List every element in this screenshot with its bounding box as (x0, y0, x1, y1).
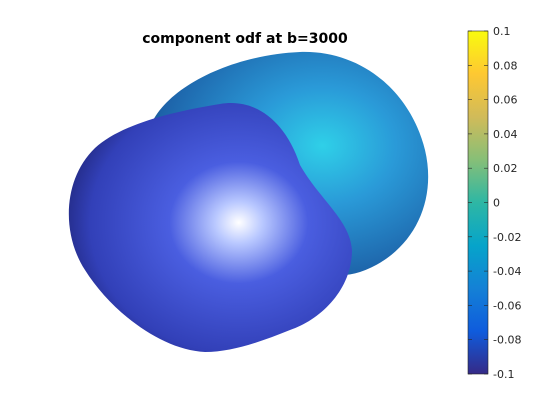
colorbar-tick-label: -0.1 (493, 368, 514, 381)
colorbar-tick-label: -0.02 (493, 231, 521, 244)
colorbar-tick-label: 0.08 (493, 59, 518, 72)
colorbar-tick-label: 0.1 (493, 25, 511, 38)
colorbar-tick-label: -0.04 (493, 265, 521, 278)
colorbar-ticks: 0.1 0.08 0.06 0.04 0.02 0 -0.02 -0.04 -0.06 -0.08… (468, 25, 521, 381)
colorbar-tick-label: 0 (493, 197, 500, 210)
colorbar-tick-label: -0.08 (493, 334, 521, 347)
colorbar-tick-label: 0.06 (493, 94, 518, 107)
colorbar-tick-label: -0.06 (493, 299, 521, 312)
colorbar-tick-label: 0.04 (493, 128, 518, 141)
chart-title: component odf at b=3000 (142, 31, 348, 47)
front-lobe (68, 103, 352, 352)
colorbar-tick-label: 0.02 (493, 162, 518, 175)
